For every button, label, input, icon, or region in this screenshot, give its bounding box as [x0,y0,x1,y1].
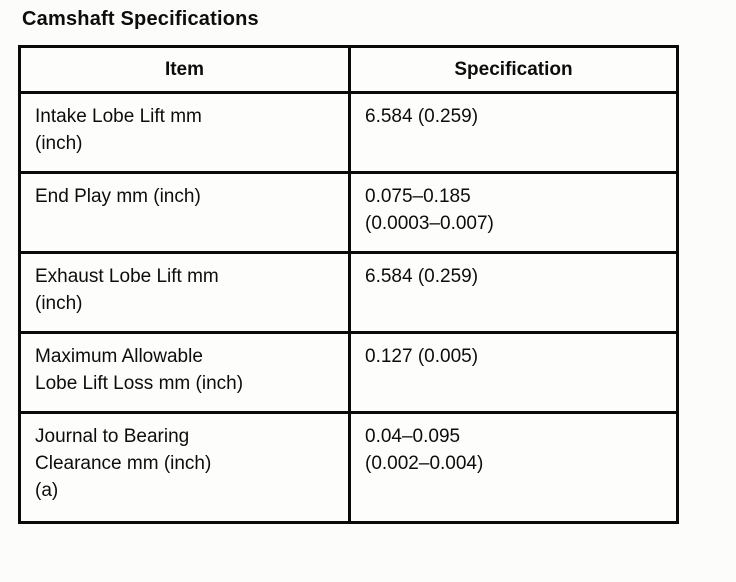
table-header-row: Item Specification [18,45,679,94]
spec-cell: 6.584 (0.259) [348,91,679,174]
table-row: End Play mm (inch) 0.075–0.185 (0.0003–0… [18,171,679,254]
table-row: Maximum Allowable Lobe Lift Loss mm (inc… [18,331,679,414]
spec-cell: 0.04–0.095 (0.002–0.004) [348,411,679,524]
column-header-specification: Specification [348,45,679,94]
spec-cell: 6.584 (0.259) [348,251,679,334]
spec-cell: 0.127 (0.005) [348,331,679,414]
specifications-table: Item Specification Intake Lobe Lift mm (… [18,45,679,524]
spec-cell: 0.075–0.185 (0.0003–0.007) [348,171,679,254]
page-title: Camshaft Specifications [22,8,259,30]
item-cell: Exhaust Lobe Lift mm (inch) [18,251,351,334]
item-cell: Intake Lobe Lift mm (inch) [18,91,351,174]
table-row: Intake Lobe Lift mm (inch) 6.584 (0.259) [18,91,679,174]
item-cell: Maximum Allowable Lobe Lift Loss mm (inc… [18,331,351,414]
table-row: Exhaust Lobe Lift mm (inch) 6.584 (0.259… [18,251,679,334]
column-header-item: Item [18,45,351,94]
item-cell: Journal to Bearing Clearance mm (inch) (… [18,411,351,524]
item-cell: End Play mm (inch) [18,171,351,254]
table-row: Journal to Bearing Clearance mm (inch) (… [18,411,679,524]
